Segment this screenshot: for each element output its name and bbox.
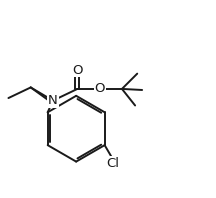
Text: Cl: Cl xyxy=(106,157,119,170)
Text: O: O xyxy=(94,82,105,95)
Text: O: O xyxy=(72,64,83,77)
Text: N: N xyxy=(48,94,58,107)
